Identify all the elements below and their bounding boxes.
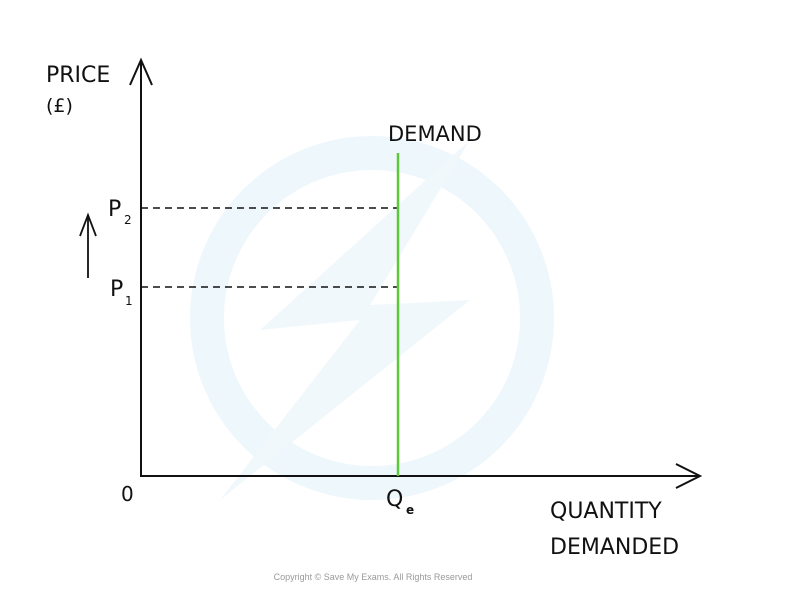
copyright-notice: Copyright © Save My Exams. All Rights Re… xyxy=(273,572,473,582)
p1-label: P xyxy=(110,277,123,302)
y-axis-label: PRICE xyxy=(46,63,110,88)
p1-subscript: 1 xyxy=(125,294,133,308)
up-arrow-icon xyxy=(79,212,97,278)
qe-label: Q xyxy=(386,487,403,512)
watermark-logo xyxy=(190,136,554,500)
p2-label: P xyxy=(108,197,121,222)
p2-subscript: 2 xyxy=(124,213,132,227)
origin-label: 0 xyxy=(121,482,134,506)
qe-subscript: e xyxy=(406,503,414,517)
demand-label: DEMAND xyxy=(388,122,482,146)
x-axis xyxy=(140,463,703,489)
x-axis-label-line1: QUANTITY xyxy=(550,499,662,524)
x-axis-label-line2: DEMANDED xyxy=(550,535,679,560)
y-axis xyxy=(129,57,153,477)
y-axis-unit: (£) xyxy=(46,95,73,117)
